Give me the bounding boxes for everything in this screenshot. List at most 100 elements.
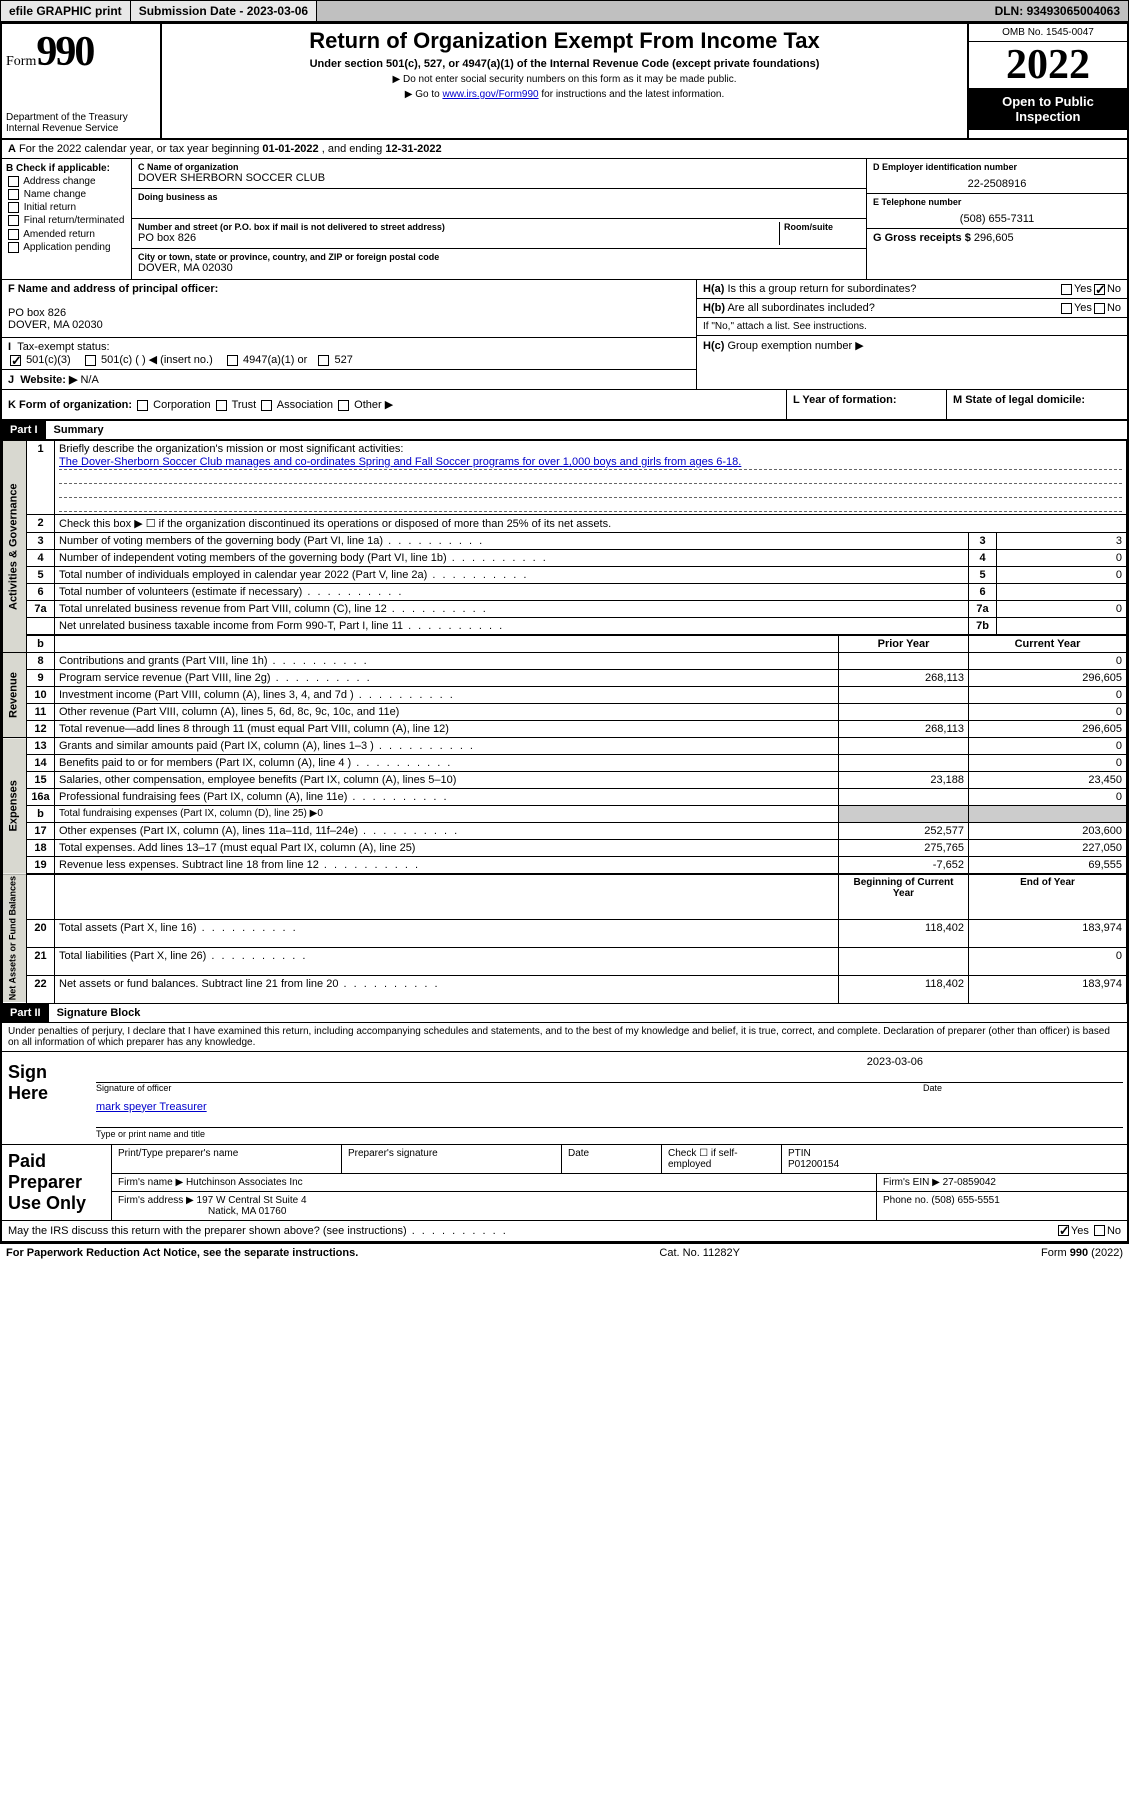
t7b: Net unrelated business taxable income fr…: [55, 618, 969, 636]
paid-preparer-label: Paid Preparer Use Only: [2, 1145, 112, 1220]
py12: 268,113: [839, 721, 969, 738]
chk-discuss-yes[interactable]: [1058, 1225, 1069, 1236]
chk-initial-return[interactable]: [8, 202, 19, 213]
part2-title: Signature Block: [49, 1004, 149, 1022]
n13: 13: [27, 738, 55, 755]
lbl-4947: 4947(a)(1) or: [243, 354, 307, 366]
py20: 118,402: [839, 919, 969, 947]
website-value: N/A: [80, 374, 98, 386]
preparer-date-label: Date: [562, 1145, 662, 1173]
cy19: 69,555: [969, 857, 1127, 875]
chk-final-return[interactable]: [8, 215, 19, 226]
n10: 10: [27, 687, 55, 704]
page-footer: For Paperwork Reduction Act Notice, see …: [0, 1243, 1129, 1262]
chk-ha-no[interactable]: [1094, 284, 1105, 295]
cy18: 227,050: [969, 840, 1127, 857]
ptin-value: P01200154: [788, 1159, 839, 1170]
chk-discuss-no[interactable]: [1094, 1225, 1105, 1236]
py9: 268,113: [839, 670, 969, 687]
m-label: M State of legal domicile:: [953, 394, 1085, 406]
section-b-checkboxes: B Check if applicable: Address change Na…: [2, 159, 132, 279]
part1-title: Summary: [46, 421, 112, 439]
col-boy: Beginning of Current Year: [839, 874, 969, 919]
line1-question: Briefly describe the organization's miss…: [59, 443, 403, 455]
py11: [839, 704, 969, 721]
form-header: Form990 Department of the Treasury Inter…: [2, 24, 1127, 140]
website-label: Website: ▶: [20, 374, 77, 386]
chk-ha-yes[interactable]: [1061, 284, 1072, 295]
chk-501c3[interactable]: [10, 355, 21, 366]
lbl-amended-return: Amended return: [23, 229, 95, 240]
cy11: 0: [969, 704, 1127, 721]
firm-name-label: Firm's name ▶: [118, 1177, 183, 1188]
irs-link[interactable]: www.irs.gov/Form990: [442, 89, 538, 100]
ptin-label: PTIN: [788, 1148, 811, 1159]
lbl-application-pending: Application pending: [23, 242, 110, 253]
vlabel-expenses: Expenses: [3, 738, 27, 875]
py8: [839, 653, 969, 670]
chk-trust[interactable]: [216, 400, 227, 411]
chk-assoc[interactable]: [261, 400, 272, 411]
py16a: [839, 789, 969, 806]
chk-application-pending[interactable]: [8, 242, 19, 253]
ein-label: D Employer identification number: [873, 162, 1121, 172]
n16a: 16a: [27, 789, 55, 806]
chk-hb-no[interactable]: [1094, 303, 1105, 314]
firm-phone: (508) 655-5551: [931, 1195, 999, 1206]
t20: Total assets (Part X, line 16): [55, 919, 839, 947]
b5: 5: [969, 567, 997, 584]
officer-addr1: PO box 826: [8, 307, 66, 319]
chk-527[interactable]: [318, 355, 329, 366]
part2-header: Part II Signature Block: [2, 1004, 1127, 1023]
t18: Total expenses. Add lines 13–17 (must eq…: [55, 840, 839, 857]
t12: Total revenue—add lines 8 through 11 (mu…: [55, 721, 839, 738]
form-number: 990: [36, 29, 93, 75]
city-label: City or town, state or province, country…: [138, 252, 860, 262]
chk-hb-yes[interactable]: [1061, 303, 1072, 314]
cy22: 183,974: [969, 975, 1127, 1003]
v7b: [997, 618, 1127, 636]
py10: [839, 687, 969, 704]
chk-corp[interactable]: [137, 400, 148, 411]
t5: Total number of individuals employed in …: [55, 567, 969, 584]
t16a: Professional fundraising fees (Part IX, …: [55, 789, 839, 806]
firm-phone-label: Phone no.: [883, 1195, 929, 1206]
t22: Net assets or fund balances. Subtract li…: [55, 975, 839, 1003]
footer-paperwork: For Paperwork Reduction Act Notice, see …: [6, 1247, 358, 1259]
chk-name-change[interactable]: [8, 189, 19, 200]
officer-name-link[interactable]: mark speyer Treasurer: [96, 1101, 207, 1113]
a-mid: , and ending: [322, 143, 386, 155]
i-tax-status-label: Tax-exempt status:: [17, 341, 109, 353]
preparer-name-label: Print/Type preparer's name: [112, 1145, 342, 1173]
chk-4947[interactable]: [227, 355, 238, 366]
city-state-zip: DOVER, MA 02030: [138, 262, 860, 274]
cy21: 0: [969, 947, 1127, 975]
omb-number: OMB No. 1545-0047: [969, 24, 1127, 42]
lbl-address-change: Address change: [23, 176, 95, 187]
efile-print-button[interactable]: efile GRAPHIC print: [1, 1, 131, 21]
section-c-org-info: C Name of organization DOVER SHERBORN SO…: [132, 159, 867, 279]
n6: 6: [27, 584, 55, 601]
n5: 5: [27, 567, 55, 584]
py22: 118,402: [839, 975, 969, 1003]
gross-receipts-value: 296,605: [974, 232, 1014, 244]
chk-address-change[interactable]: [8, 176, 19, 187]
v4: 0: [997, 550, 1127, 567]
goto-line: ▶ Go to www.irs.gov/Form990 for instruct…: [170, 89, 959, 100]
py19: -7,652: [839, 857, 969, 875]
n18: 18: [27, 840, 55, 857]
top-toolbar: efile GRAPHIC print Submission Date - 20…: [0, 0, 1129, 22]
hb-note: If "No," attach a list. See instructions…: [697, 318, 1127, 336]
discuss-text: May the IRS discuss this return with the…: [8, 1225, 1056, 1237]
chk-501c[interactable]: [85, 355, 96, 366]
mission-text[interactable]: The Dover-Sherborn Soccer Club manages a…: [59, 456, 741, 468]
section-d-e-g: D Employer identification number 22-2508…: [867, 159, 1127, 279]
t16b: Total fundraising expenses (Part IX, col…: [55, 806, 839, 823]
form-title: Return of Organization Exempt From Incom…: [170, 28, 959, 54]
py18: 275,765: [839, 840, 969, 857]
v6: [997, 584, 1127, 601]
chk-amended-return[interactable]: [8, 229, 19, 240]
dept-treasury: Department of the Treasury: [6, 112, 156, 123]
chk-other[interactable]: [338, 400, 349, 411]
lbl-final-return: Final return/terminated: [24, 216, 125, 227]
